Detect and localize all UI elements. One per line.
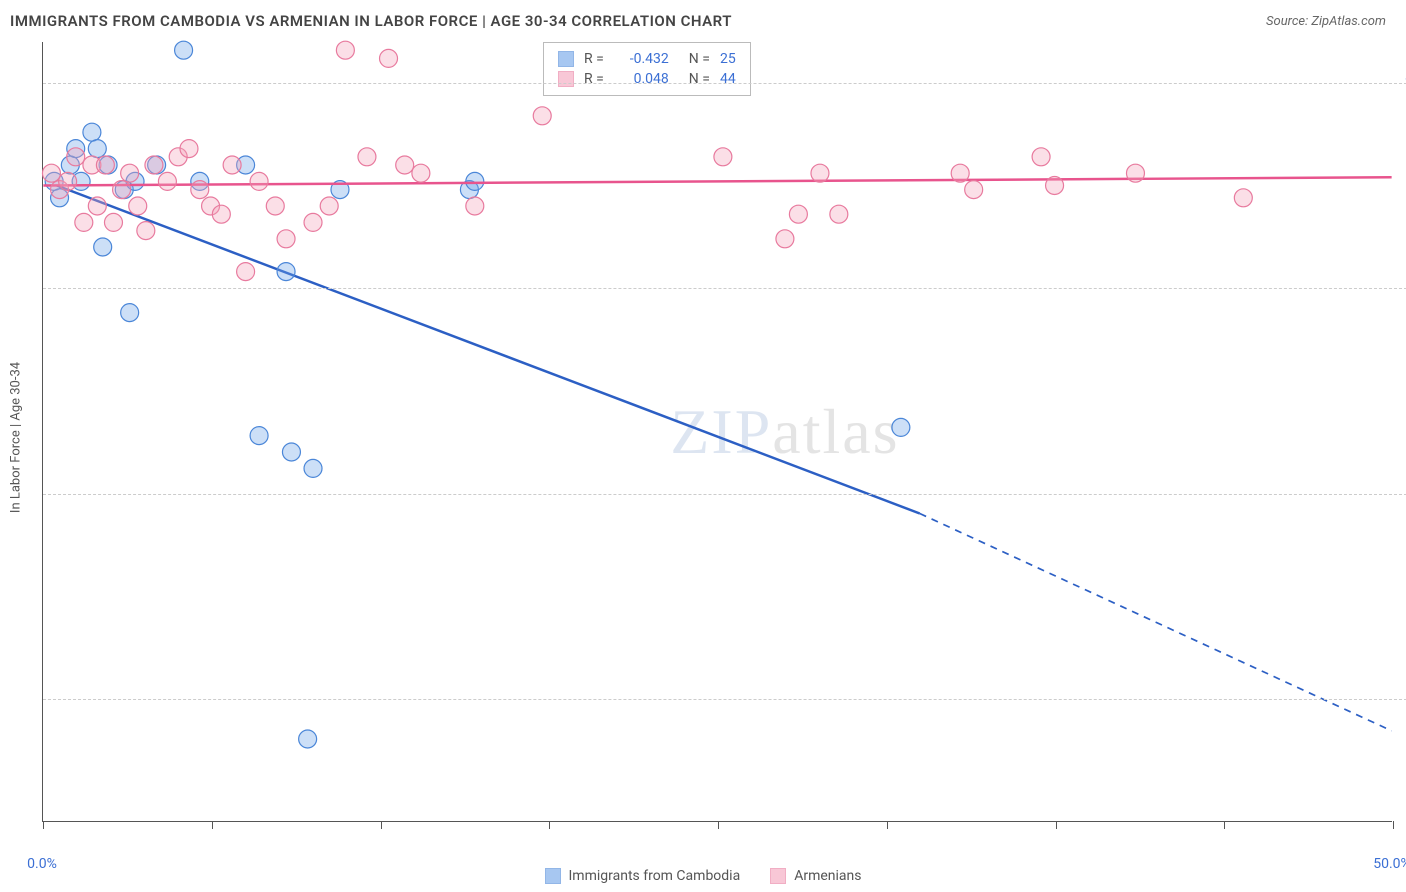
cambodia-marker	[277, 263, 295, 281]
cambodia-marker	[250, 427, 268, 445]
x-tick	[1056, 821, 1057, 829]
armenian-marker	[137, 222, 155, 240]
x-tick	[718, 821, 719, 829]
legend-label: Armenians	[794, 868, 861, 884]
armenian-marker	[380, 49, 398, 67]
cambodia-swatch-icon	[558, 51, 574, 67]
armenian-marker	[59, 172, 77, 190]
armenian-marker	[75, 213, 93, 231]
stats-r-label: R =	[584, 51, 604, 67]
armenian-marker	[67, 148, 85, 166]
plot-svg	[43, 42, 1392, 821]
chart-source: Source: ZipAtlas.com	[1266, 14, 1386, 29]
x-tick	[381, 821, 382, 829]
armenian-marker	[320, 197, 338, 215]
cambodia-legend-swatch-icon	[545, 868, 561, 884]
cambodia-marker	[466, 172, 484, 190]
x-tick-label: 50.0%	[1373, 856, 1406, 872]
correlation-chart: IMMIGRANTS FROM CAMBODIA VS ARMENIAN IN …	[0, 0, 1406, 892]
cambodia-marker	[175, 41, 193, 59]
armenian-marker	[811, 164, 829, 182]
x-tick	[43, 821, 44, 829]
grid-line	[43, 288, 1406, 289]
stats-row-cambodia: R = -0.432 N = 25	[558, 49, 736, 69]
armenian-marker	[42, 164, 60, 182]
armenian-legend-swatch-icon	[770, 868, 786, 884]
armenian-marker	[789, 205, 807, 223]
stats-n-label: N =	[689, 51, 710, 67]
stats-r-value: 0.048	[614, 71, 669, 87]
armenian-marker	[304, 213, 322, 231]
x-tick	[1393, 821, 1394, 829]
armenian-marker	[396, 156, 414, 174]
armenian-marker	[1126, 164, 1144, 182]
cambodia-marker	[282, 443, 300, 461]
cambodia-marker	[299, 730, 317, 748]
armenian-marker	[113, 181, 131, 199]
armenian-marker	[266, 197, 284, 215]
chart-title: IMMIGRANTS FROM CAMBODIA VS ARMENIAN IN …	[10, 12, 732, 30]
cambodia-marker	[892, 418, 910, 436]
armenian-marker	[250, 172, 268, 190]
armenian-marker	[533, 107, 551, 125]
armenian-marker	[223, 156, 241, 174]
armenian-marker	[965, 181, 983, 199]
x-tick	[887, 821, 888, 829]
cambodia-marker	[88, 140, 106, 158]
legend-item-cambodia: Immigrants from Cambodia	[545, 868, 741, 884]
bottom-legend: Immigrants from Cambodia Armenians	[0, 868, 1406, 884]
x-tick	[549, 821, 550, 829]
grid-line	[43, 494, 1406, 495]
armenian-marker	[412, 164, 430, 182]
armenian-marker	[145, 156, 163, 174]
armenian-trend-line	[43, 177, 1391, 185]
cambodia-marker	[121, 304, 139, 322]
grid-line	[43, 699, 1406, 700]
armenian-marker	[212, 205, 230, 223]
armenian-marker	[1234, 189, 1252, 207]
stats-r-label: R =	[584, 71, 604, 87]
armenian-swatch-icon	[558, 71, 574, 87]
stats-n-value: 25	[720, 51, 736, 67]
armenian-marker	[1046, 177, 1064, 195]
legend-label: Immigrants from Cambodia	[569, 868, 741, 884]
stats-row-armenian: R = 0.048 N = 44	[558, 69, 736, 89]
y-axis-label: In Labor Force | Age 30-34	[9, 362, 24, 513]
armenian-marker	[466, 197, 484, 215]
cambodia-marker	[94, 238, 112, 256]
armenian-marker	[191, 181, 209, 199]
stats-n-value: 44	[720, 71, 736, 87]
armenian-marker	[776, 230, 794, 248]
stats-r-value: -0.432	[614, 51, 669, 67]
cambodia-marker	[83, 123, 101, 141]
armenian-marker	[1032, 148, 1050, 166]
armenian-marker	[951, 164, 969, 182]
armenian-marker	[336, 41, 354, 59]
armenian-marker	[88, 197, 106, 215]
armenian-marker	[121, 164, 139, 182]
armenian-marker	[714, 148, 732, 166]
x-tick-label: 0.0%	[27, 856, 57, 872]
stats-box: R = -0.432 N = 25 R = 0.048 N = 44	[543, 42, 751, 96]
armenian-marker	[129, 197, 147, 215]
grid-line	[43, 83, 1406, 84]
armenian-marker	[158, 172, 176, 190]
title-bar: IMMIGRANTS FROM CAMBODIA VS ARMENIAN IN …	[0, 0, 1406, 42]
cambodia-marker	[304, 459, 322, 477]
stats-n-label: N =	[689, 71, 710, 87]
legend-item-armenian: Armenians	[770, 868, 861, 884]
armenian-marker	[277, 230, 295, 248]
x-tick	[1224, 821, 1225, 829]
plot-area: ZIPatlas R =-0.432N =25R =0.048N =44 25.…	[42, 42, 1392, 822]
x-tick	[212, 821, 213, 829]
armenian-marker	[104, 213, 122, 231]
armenian-marker	[180, 140, 198, 158]
armenian-marker	[96, 156, 114, 174]
armenian-marker	[358, 148, 376, 166]
armenian-marker	[237, 263, 255, 281]
armenian-marker	[830, 205, 848, 223]
